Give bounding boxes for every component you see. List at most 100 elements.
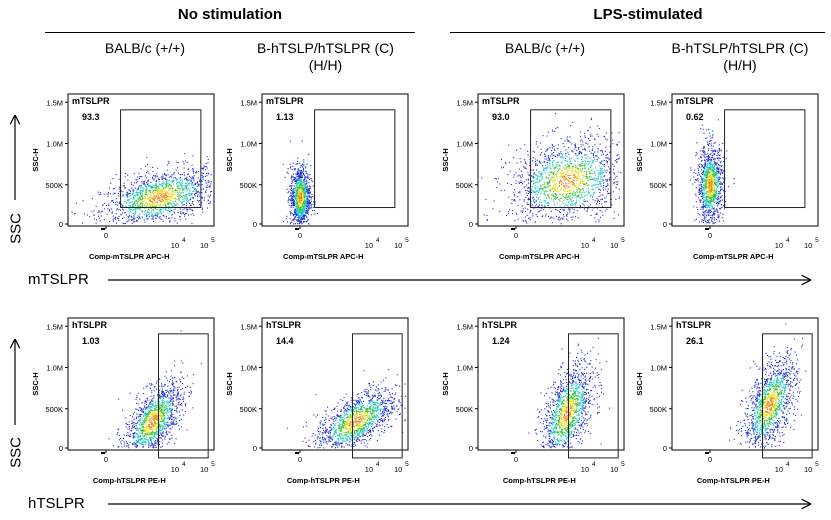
y-tick-label: 1.5M bbox=[456, 98, 473, 107]
y-axis-title: SSC-H bbox=[225, 372, 234, 395]
y-axis-title: SSC-H bbox=[225, 148, 234, 171]
x-tick-1e4-exp: 4 bbox=[182, 461, 186, 468]
x-tick-1e5: 10 bbox=[200, 465, 208, 474]
x-tick-1e4: 10 bbox=[581, 241, 589, 250]
y-tick-label: 500K bbox=[239, 181, 257, 190]
event-dots bbox=[282, 140, 318, 225]
flow-panel-4: mTSLPR0.620500K1.0M1.5MSSC-H0104105Comp-… bbox=[635, 93, 819, 261]
x-tick-zero: 0 bbox=[708, 231, 712, 240]
x-tick-1e4: 10 bbox=[171, 465, 179, 474]
y-axis-title: SSC-H bbox=[635, 372, 644, 395]
y-tick-label: 500K bbox=[239, 405, 257, 414]
event-dots bbox=[689, 119, 735, 225]
x-tick-1e5-exp: 5 bbox=[621, 461, 625, 468]
x-tick-zero: 0 bbox=[104, 455, 108, 464]
panel-frame bbox=[671, 93, 819, 227]
gate-percent: 93.3 bbox=[82, 112, 100, 122]
x-tick-1e4-exp: 4 bbox=[376, 461, 380, 468]
y-tick-label: 1.5M bbox=[46, 98, 63, 107]
y-tick-label: 0 bbox=[253, 220, 257, 229]
x-axis-title: Comp-hTSLPR PE-H bbox=[287, 476, 360, 485]
column-header-4-line2: (H/H) bbox=[723, 57, 757, 73]
x-tick-1e5-exp: 5 bbox=[815, 461, 819, 468]
x-tick-1e5: 10 bbox=[394, 241, 402, 250]
gate-percent: 0.62 bbox=[686, 112, 704, 122]
x-tick-1e5-exp: 5 bbox=[405, 461, 409, 468]
y-axis-title: SSC-H bbox=[31, 148, 40, 171]
gate-rectangle bbox=[158, 333, 209, 459]
y-axis-title: SSC-H bbox=[441, 372, 450, 395]
y-tick-label: 1.5M bbox=[650, 322, 667, 331]
y-tick-label: 500K bbox=[649, 405, 667, 414]
y-tick-label: 1.0M bbox=[456, 140, 473, 149]
panel-frame bbox=[261, 93, 409, 227]
y-tick-label: 1.0M bbox=[240, 140, 257, 149]
gate-label: mTSLPR bbox=[266, 96, 304, 106]
gate-rectangle bbox=[352, 333, 403, 459]
y-tick-label: 0 bbox=[469, 444, 473, 453]
flow-panel-2: mTSLPR1.130500K1.0M1.5MSSC-H0104105Comp-… bbox=[225, 93, 409, 261]
x-tick-1e5: 10 bbox=[610, 465, 618, 474]
x-tick-1e5: 10 bbox=[610, 241, 618, 250]
x-tick-1e5-exp: 5 bbox=[211, 461, 215, 468]
gate-label: mTSLPR bbox=[72, 96, 110, 106]
gate-label: hTSLPR bbox=[72, 320, 107, 330]
x-axis-title: Comp-hTSLPR PE-H bbox=[93, 476, 166, 485]
event-dots bbox=[481, 113, 622, 225]
y-tick-label: 0 bbox=[663, 444, 667, 453]
y-tick-label: 1.0M bbox=[650, 140, 667, 149]
flow-panel-3: mTSLPR93.00500K1.0M1.5MSSC-H0104105Comp-… bbox=[441, 93, 625, 261]
gate-label: mTSLPR bbox=[482, 96, 520, 106]
event-dots bbox=[729, 323, 807, 449]
x-tick-1e5-exp: 5 bbox=[211, 237, 215, 244]
row-label-mtslpr: mTSLPR bbox=[28, 271, 89, 288]
y-axis-title: SSC-H bbox=[441, 148, 450, 171]
column-header-3: BALB/c (+/+) bbox=[470, 40, 620, 57]
x-axis-title: Comp-hTSLPR PE-H bbox=[503, 476, 576, 485]
panel-frame bbox=[477, 93, 625, 227]
gate-label: hTSLPR bbox=[676, 320, 711, 330]
column-header-2-line2: (H/H) bbox=[308, 57, 343, 73]
flow-panel-1: mTSLPR93.30500K1.0M1.5MSSC-H0104105Comp-… bbox=[31, 93, 215, 261]
event-dots bbox=[528, 337, 610, 449]
x-tick-zero: 0 bbox=[514, 455, 518, 464]
x-tick-1e4-exp: 4 bbox=[592, 461, 596, 468]
y-axis-title: SSC-H bbox=[635, 148, 644, 171]
x-tick-1e4: 10 bbox=[171, 241, 179, 250]
gate-rectangle bbox=[120, 109, 202, 209]
panel-frame bbox=[671, 317, 819, 451]
x-tick-zero: 0 bbox=[708, 455, 712, 464]
x-tick-1e5-exp: 5 bbox=[405, 237, 409, 244]
x-tick-zero: 0 bbox=[514, 231, 518, 240]
x-tick-1e4: 10 bbox=[775, 241, 783, 250]
panel-frame bbox=[67, 317, 215, 451]
x-tick-1e4-exp: 4 bbox=[786, 461, 790, 468]
column-header-2: B-hTSLP/hTSLPR (C) (H/H) bbox=[238, 40, 413, 74]
x-tick-1e4-exp: 4 bbox=[786, 237, 790, 244]
column-header-4-line1: B-hTSLP/hTSLPR (C) bbox=[671, 40, 809, 56]
x-tick-1e4: 10 bbox=[365, 241, 373, 250]
gate-percent: 1.13 bbox=[276, 112, 294, 122]
column-header-4: B-hTSLP/hTSLPR (C) (H/H) bbox=[650, 40, 830, 74]
gate-label: hTSLPR bbox=[266, 320, 301, 330]
x-axis-title: Comp-mTSLPR APC-H bbox=[499, 252, 580, 261]
event-dots bbox=[71, 153, 213, 225]
panel-frame bbox=[261, 317, 409, 451]
group-rule-no-stimulation bbox=[45, 32, 415, 33]
column-header-3-line1: BALB/c (+/+) bbox=[504, 40, 586, 56]
y-tick-label: 1.0M bbox=[46, 140, 63, 149]
flow-panel-6: hTSLPR14.40500K1.0M1.5MSSC-H0104105Comp-… bbox=[225, 317, 409, 485]
x-tick-1e4-exp: 4 bbox=[592, 237, 596, 244]
y-tick-label: 0 bbox=[469, 220, 473, 229]
x-tick-zero: 0 bbox=[298, 455, 302, 464]
x-tick-zero: 0 bbox=[104, 231, 108, 240]
y-tick-label: 1.5M bbox=[240, 322, 257, 331]
gate-label: mTSLPR bbox=[676, 96, 714, 106]
y-tick-label: 1.5M bbox=[240, 98, 257, 107]
x-tick-1e4: 10 bbox=[365, 465, 373, 474]
y-tick-label: 500K bbox=[455, 405, 473, 414]
group-title-no-stimulation: No stimulation bbox=[177, 6, 283, 23]
x-tick-1e5: 10 bbox=[804, 465, 812, 474]
panel-frame bbox=[477, 317, 625, 451]
